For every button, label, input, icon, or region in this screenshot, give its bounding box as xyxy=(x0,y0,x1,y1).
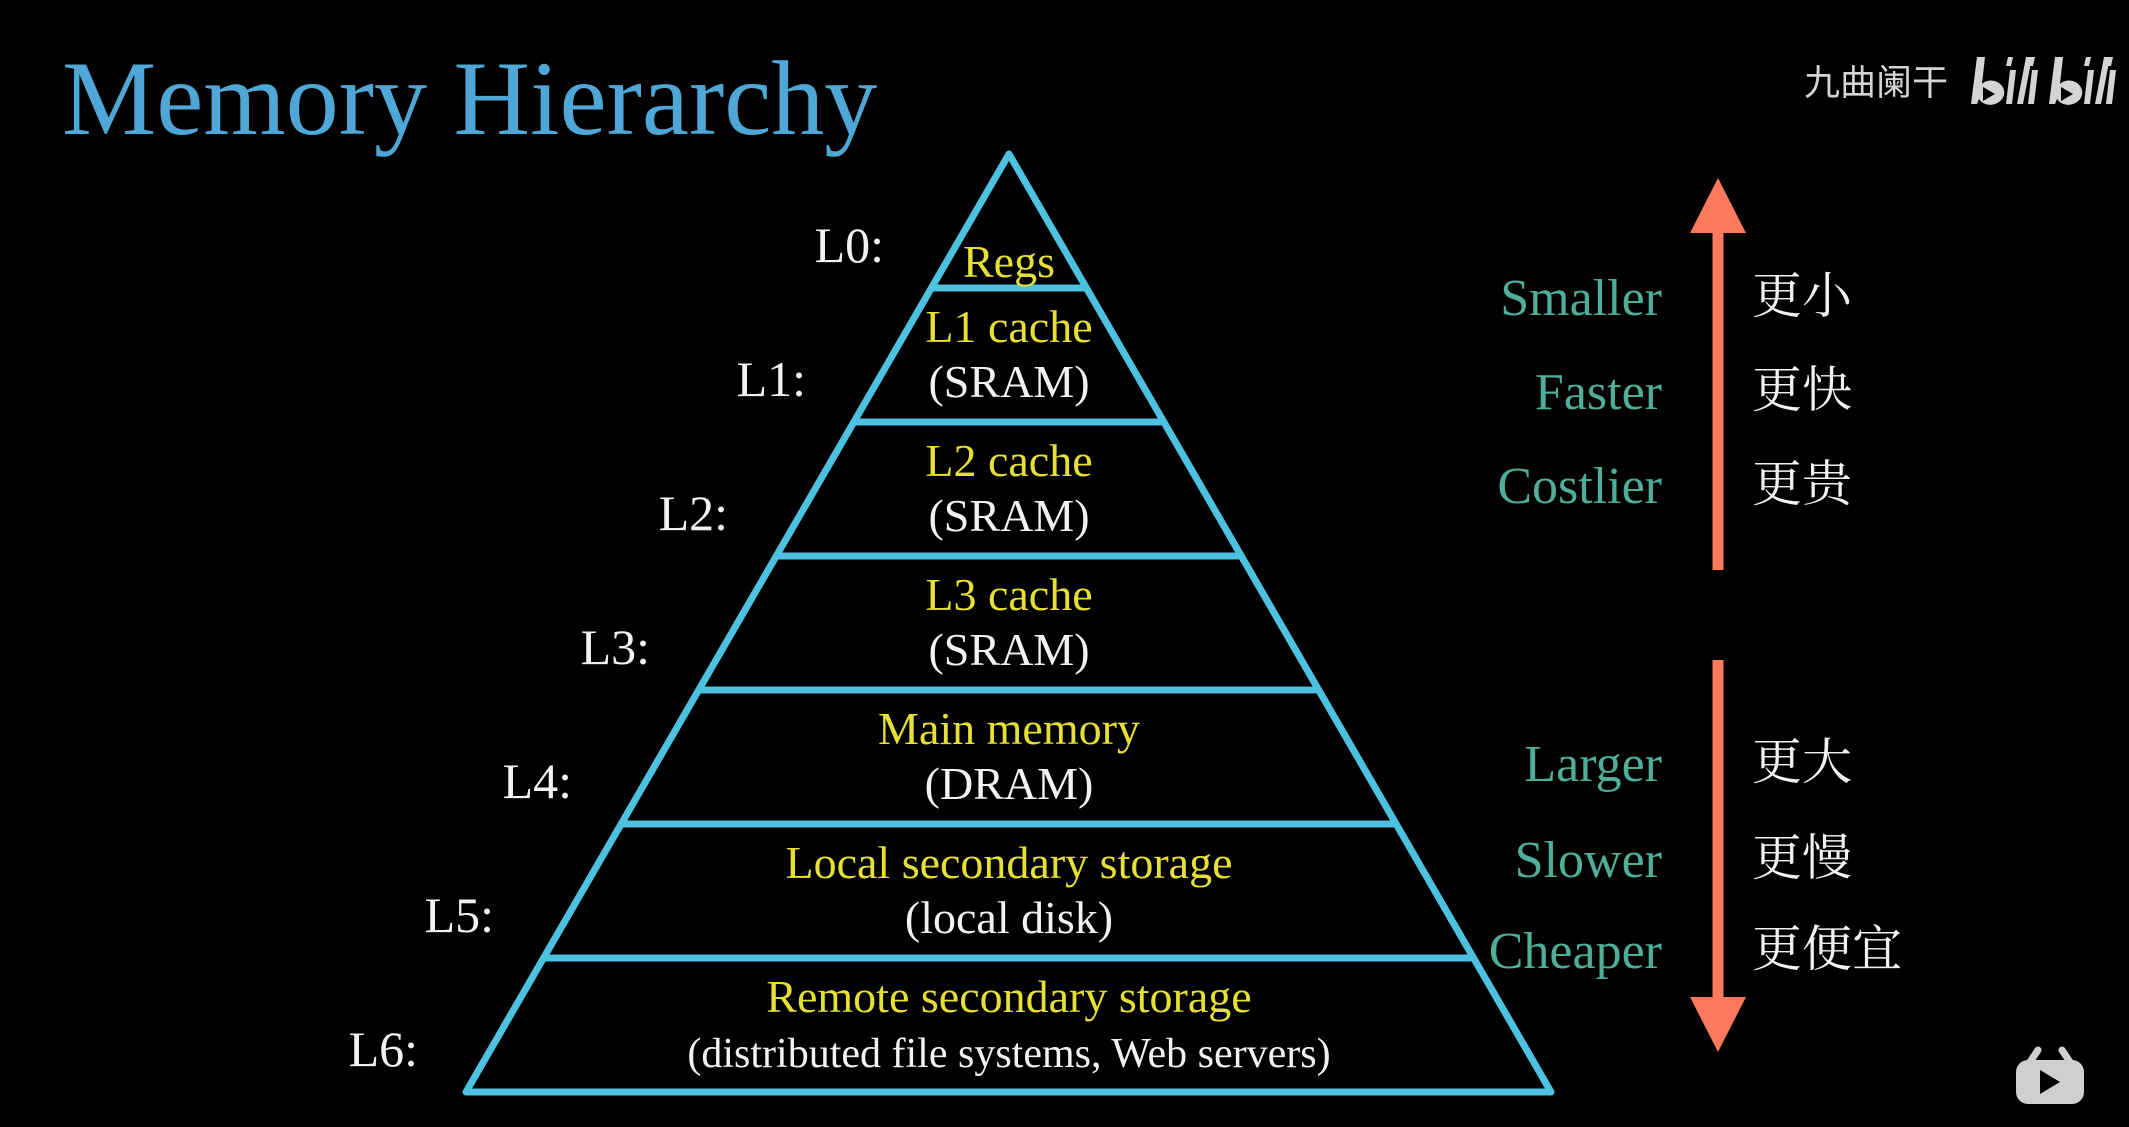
svg-text:L0:: L0: xyxy=(815,217,884,273)
svg-text:更大: 更大 xyxy=(1752,722,1852,794)
svg-text:L2 cache: L2 cache xyxy=(925,435,1092,486)
svg-text:(SRAM): (SRAM) xyxy=(928,624,1089,675)
svg-text:Slower: Slower xyxy=(1515,832,1662,889)
svg-text:L1 cache: L1 cache xyxy=(925,301,1092,352)
svg-text:L6:: L6: xyxy=(349,1021,418,1077)
svg-text:L5:: L5: xyxy=(425,887,494,943)
svg-text:更贵: 更贵 xyxy=(1752,444,1852,516)
svg-text:(local disk): (local disk) xyxy=(905,892,1113,943)
svg-text:Faster: Faster xyxy=(1535,364,1662,421)
svg-text:Smaller: Smaller xyxy=(1500,270,1662,327)
svg-text:(DRAM): (DRAM) xyxy=(925,758,1094,809)
svg-text:L3:: L3: xyxy=(581,619,650,675)
svg-text:Regs: Regs xyxy=(963,236,1055,287)
svg-text:更便宜: 更便宜 xyxy=(1752,909,1902,981)
svg-text:Remote secondary storage: Remote secondary storage xyxy=(766,971,1251,1022)
svg-text:更小: 更小 xyxy=(1752,256,1852,328)
svg-text:L2:: L2: xyxy=(659,485,728,541)
svg-text:(SRAM): (SRAM) xyxy=(928,356,1089,407)
svg-text:Local secondary storage: Local secondary storage xyxy=(785,837,1232,888)
svg-text:L3 cache: L3 cache xyxy=(925,569,1092,620)
svg-text:L4:: L4: xyxy=(503,753,572,809)
svg-text:(SRAM): (SRAM) xyxy=(928,490,1089,541)
svg-text:(distributed file systems, Web: (distributed file systems, Web servers) xyxy=(687,1031,1330,1077)
svg-text:Costlier: Costlier xyxy=(1497,458,1662,515)
svg-text:Cheaper: Cheaper xyxy=(1489,923,1662,980)
svg-text:更快: 更快 xyxy=(1752,350,1852,422)
svg-text:更慢: 更慢 xyxy=(1752,818,1852,890)
svg-text:L1:: L1: xyxy=(737,351,806,407)
svg-text:Larger: Larger xyxy=(1524,736,1662,793)
svg-text:Main memory: Main memory xyxy=(878,703,1140,754)
